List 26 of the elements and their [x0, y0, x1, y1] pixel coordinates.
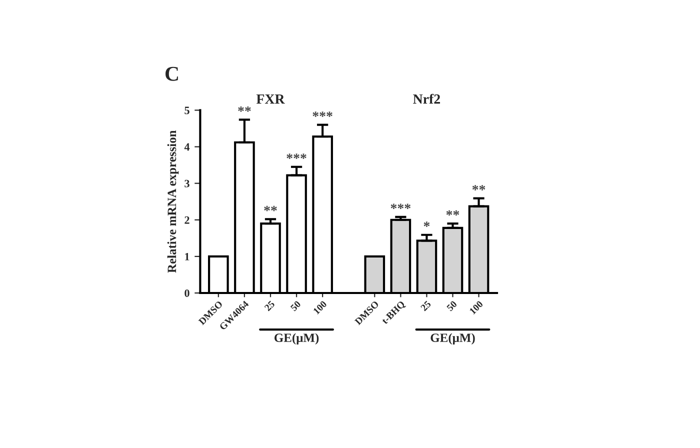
text: GE(μM): [274, 333, 319, 345]
x-tick-label: 50: [290, 300, 302, 312]
data-label: **: [472, 185, 486, 190]
y-tick-label: 0: [184, 289, 190, 297]
text: Nrf2: [413, 94, 440, 104]
text: GE(μM): [430, 333, 475, 345]
x-tick-label: 25: [264, 300, 276, 312]
x-tick-label: 100: [313, 300, 328, 315]
x-tick-label: 100: [469, 300, 484, 315]
data-label: ***: [390, 204, 411, 209]
y-tick-label: 4: [184, 143, 190, 151]
text: FXR: [256, 94, 285, 104]
data-label: **: [446, 210, 460, 216]
data-label: ***: [286, 154, 306, 159]
text: C: [166, 66, 178, 81]
data-label: **: [238, 106, 251, 112]
x-tick-label: 50: [446, 300, 458, 312]
data-label: *: [424, 222, 430, 227]
y-tick-label: 3: [184, 180, 190, 188]
x-tick-label: 25: [420, 300, 432, 312]
y-tick-label: 1: [185, 252, 190, 260]
y-tick-label: 5: [184, 106, 190, 114]
y-tick-label: 2: [184, 216, 190, 224]
y-axis-title: Relative mRNA expression: [167, 130, 179, 273]
data-label: ***: [312, 112, 332, 117]
data-label: **: [264, 206, 277, 212]
